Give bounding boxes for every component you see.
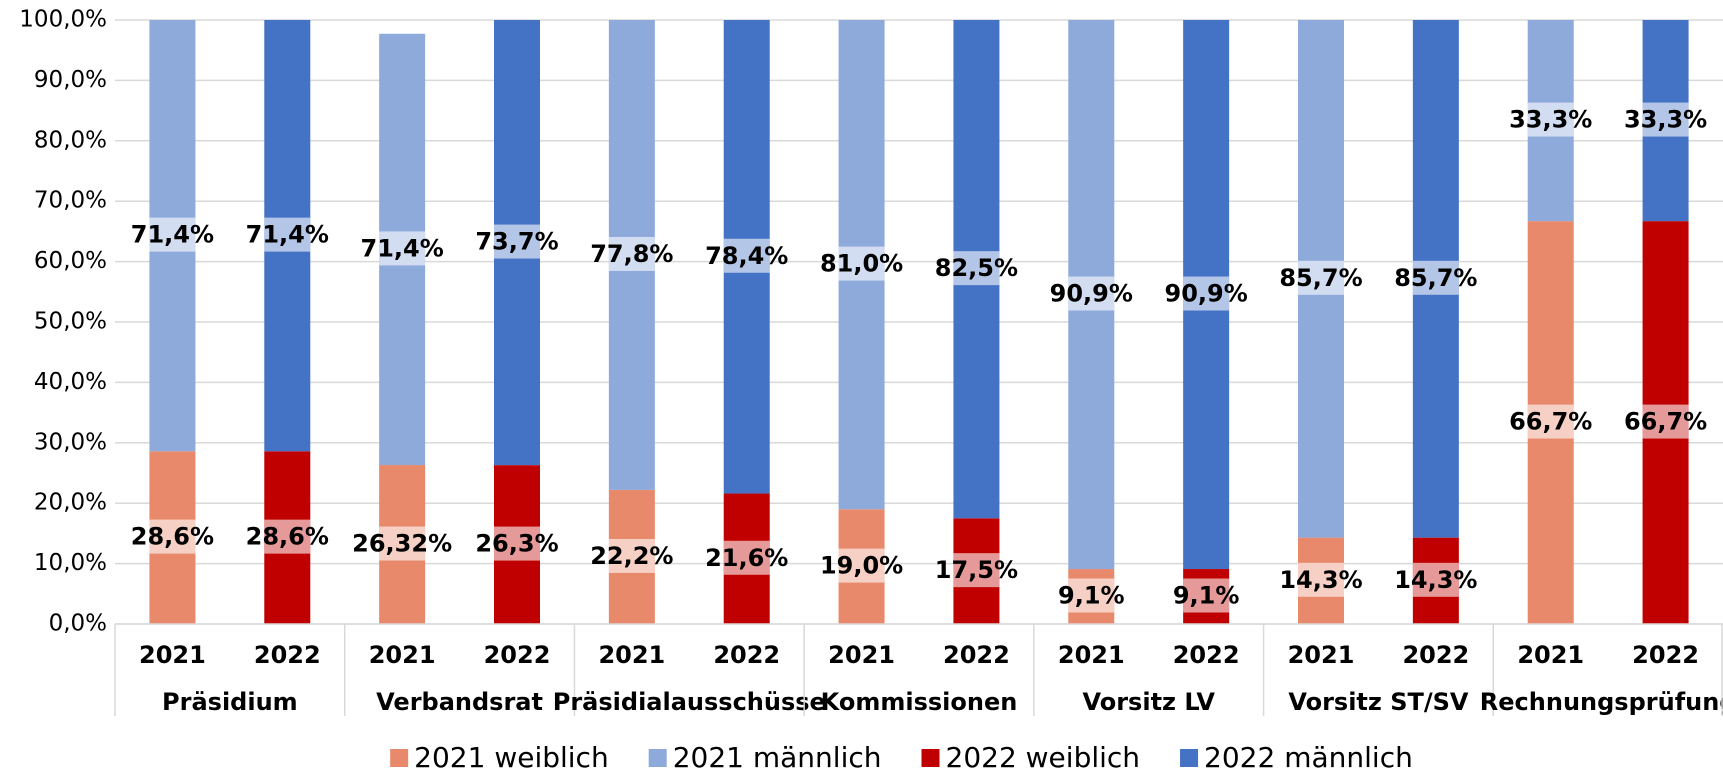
group-label: Vorsitz LV bbox=[1082, 688, 1215, 716]
x-tick-label: 2021 bbox=[598, 641, 665, 669]
data-label-bg bbox=[1412, 260, 1459, 295]
legend-swatch bbox=[1180, 749, 1199, 767]
data-label: 26,32% bbox=[352, 530, 452, 558]
legend: 2021 weiblich 2021 männlich 2022 weiblich 2… bbox=[390, 741, 1413, 772]
y-tick-label: 100,0% bbox=[19, 7, 107, 33]
data-label-bg bbox=[149, 519, 196, 554]
data-label-bg bbox=[838, 548, 885, 583]
data-label: 90,9% bbox=[1165, 280, 1248, 308]
y-tick-label: 60,0% bbox=[34, 248, 107, 274]
data-label-bg bbox=[264, 217, 311, 252]
legend-swatch bbox=[648, 749, 667, 767]
data-label: 73,7% bbox=[475, 228, 558, 256]
data-label-bg bbox=[953, 553, 1000, 588]
x-tick-label: 2022 bbox=[713, 641, 780, 669]
data-label: 28,6% bbox=[131, 523, 214, 551]
x-tick-label: 2022 bbox=[484, 641, 551, 669]
data-label-bg bbox=[1068, 276, 1115, 311]
data-label-bg bbox=[149, 217, 196, 252]
data-label-bg bbox=[494, 224, 540, 259]
legend-swatch bbox=[921, 749, 940, 767]
data-label: 85,7% bbox=[1279, 264, 1362, 292]
data-label-bg bbox=[1412, 562, 1459, 597]
data-label: 26,3% bbox=[475, 530, 558, 558]
data-label: 28,6% bbox=[246, 523, 329, 551]
y-tick-label: 70,0% bbox=[34, 188, 107, 214]
data-label: 14,3% bbox=[1394, 566, 1477, 594]
y-tick-label: 10,0% bbox=[34, 550, 107, 576]
x-tick-label: 2021 bbox=[369, 641, 436, 669]
data-label: 71,4% bbox=[361, 234, 444, 262]
data-label: 66,7% bbox=[1624, 408, 1707, 436]
data-label-bg bbox=[1298, 562, 1344, 597]
data-label-bg bbox=[608, 538, 655, 573]
data-label: 66,7% bbox=[1509, 408, 1592, 436]
data-label: 19,0% bbox=[820, 552, 903, 580]
data-label: 22,2% bbox=[590, 542, 673, 570]
group-label: Verbandsrat bbox=[376, 688, 543, 716]
data-label-bg bbox=[1183, 578, 1230, 613]
data-label: 33,3% bbox=[1624, 106, 1707, 134]
data-label: 90,9% bbox=[1050, 280, 1133, 308]
legend-swatch bbox=[390, 749, 409, 767]
x-tick-label: 2022 bbox=[1402, 641, 1469, 669]
data-label-bg bbox=[1068, 578, 1115, 613]
x-tick-label: 2021 bbox=[1517, 641, 1584, 669]
x-tick-label: 2022 bbox=[1632, 641, 1699, 669]
data-label-bg bbox=[608, 236, 655, 271]
data-label: 71,4% bbox=[131, 221, 214, 249]
group-label: Rechnungsprüfung bbox=[1480, 688, 1723, 716]
y-tick-label: 20,0% bbox=[34, 490, 107, 516]
x-tick-label: 2022 bbox=[943, 641, 1010, 669]
legend-label: 2021 weiblich bbox=[414, 741, 609, 772]
legend-label: 2022 weiblich bbox=[946, 741, 1141, 772]
data-label-bg bbox=[838, 246, 885, 281]
data-label: 14,3% bbox=[1279, 566, 1362, 594]
data-label: 77,8% bbox=[590, 240, 673, 268]
data-label-bg bbox=[1642, 102, 1689, 137]
data-label-bg bbox=[494, 526, 540, 561]
data-label-bg bbox=[723, 238, 770, 273]
data-label: 82,5% bbox=[935, 254, 1018, 282]
data-label: 78,4% bbox=[705, 242, 788, 270]
y-tick-label: 0,0% bbox=[49, 611, 107, 637]
y-tick-label: 50,0% bbox=[34, 309, 107, 335]
y-tick-label: 90,0% bbox=[34, 67, 107, 93]
x-tick-label: 2021 bbox=[1058, 641, 1125, 669]
data-label-bg bbox=[1527, 404, 1574, 439]
x-tick-label: 2021 bbox=[828, 641, 895, 669]
data-label: 81,0% bbox=[820, 250, 903, 278]
group-label: Präsidium bbox=[162, 688, 298, 716]
y-tick-label: 30,0% bbox=[34, 429, 107, 455]
x-tick-label: 2021 bbox=[139, 641, 206, 669]
data-label-bg bbox=[379, 231, 426, 266]
group-label: Kommissionen bbox=[821, 688, 1018, 716]
data-label-bg bbox=[1183, 276, 1230, 311]
group-label: Vorsitz ST/SV bbox=[1288, 688, 1469, 716]
group-label: Präsidialausschüsse bbox=[553, 688, 826, 716]
legend-label: 2021 männlich bbox=[673, 741, 882, 772]
data-label: 85,7% bbox=[1394, 264, 1477, 292]
data-label-bg bbox=[1527, 102, 1574, 137]
data-label: 71,4% bbox=[246, 221, 329, 249]
data-label: 9,1% bbox=[1173, 582, 1240, 610]
legend-label: 2022 männlich bbox=[1204, 741, 1413, 772]
x-tick-label: 2022 bbox=[254, 641, 321, 669]
data-label: 17,5% bbox=[935, 556, 1018, 584]
data-label-bg bbox=[723, 540, 770, 575]
x-tick-label: 2021 bbox=[1288, 641, 1355, 669]
data-label-bg bbox=[1298, 260, 1344, 295]
data-label-bg bbox=[953, 251, 1000, 286]
y-tick-label: 40,0% bbox=[34, 369, 107, 395]
x-tick-label: 2022 bbox=[1173, 641, 1240, 669]
data-label: 9,1% bbox=[1058, 582, 1125, 610]
data-label: 33,3% bbox=[1509, 106, 1592, 134]
data-label-bg bbox=[264, 519, 311, 554]
labels: 28,6% 26,32% 22,2% 19,0% 9,1% 14,3% 66,7% 71,4%… bbox=[131, 102, 1707, 613]
data-label-bg bbox=[1642, 404, 1689, 439]
data-label-bg bbox=[379, 526, 426, 561]
data-label: 21,6% bbox=[705, 544, 788, 572]
y-tick-label: 80,0% bbox=[34, 127, 107, 153]
